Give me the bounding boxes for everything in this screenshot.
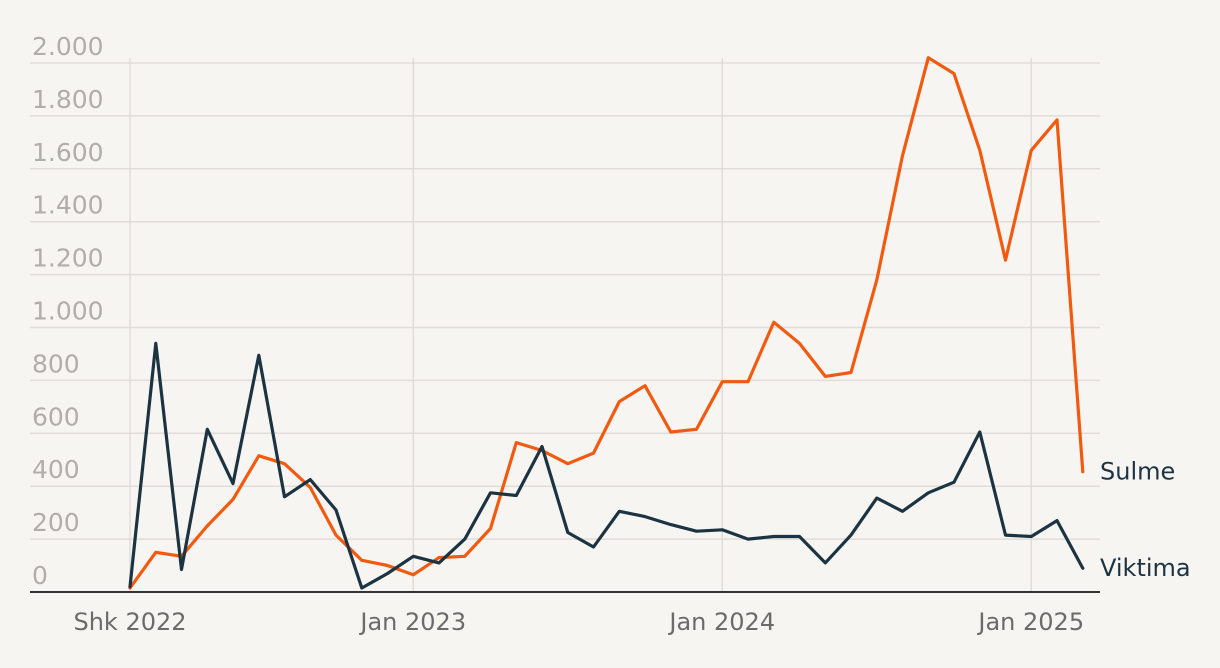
series-line-viktima xyxy=(128,341,1085,590)
y-tick-label: 0 xyxy=(32,561,48,590)
x-tick-label: Jan 2023 xyxy=(358,608,466,636)
y-tick-label: 800 xyxy=(32,349,80,378)
series-line-sulme xyxy=(128,56,1085,590)
series-layer xyxy=(128,56,1085,590)
series-labels: Sulme Viktima xyxy=(1100,458,1191,583)
series-label-sulme: Sulme xyxy=(1100,458,1175,486)
y-tick-label: 200 xyxy=(32,508,80,537)
y-tick-label: 1.600 xyxy=(32,138,104,167)
y-tick-label: 2.000 xyxy=(32,32,104,61)
y-tick-label: 1.000 xyxy=(32,297,104,326)
x-tick-label: Shk 2022 xyxy=(73,608,186,636)
y-tick-label: 400 xyxy=(32,455,80,484)
y-tick-label: 1.400 xyxy=(32,191,104,220)
x-tick-label: Jan 2025 xyxy=(976,608,1084,636)
x-axis-tick-labels: Shk 2022 Jan 2023 Jan 2024 Jan 2025 xyxy=(73,608,1084,636)
series-label-viktima: Viktima xyxy=(1100,554,1191,582)
y-tick-label: 600 xyxy=(32,402,80,431)
y-axis-tick-labels: 0 200 400 600 800 1.000 1.200 1.400 1.600 1.800 2.… xyxy=(32,32,104,590)
x-tick-label: Jan 2024 xyxy=(667,608,775,636)
y-tick-label: 1.200 xyxy=(32,244,104,273)
y-tick-label: 1.800 xyxy=(32,85,104,114)
